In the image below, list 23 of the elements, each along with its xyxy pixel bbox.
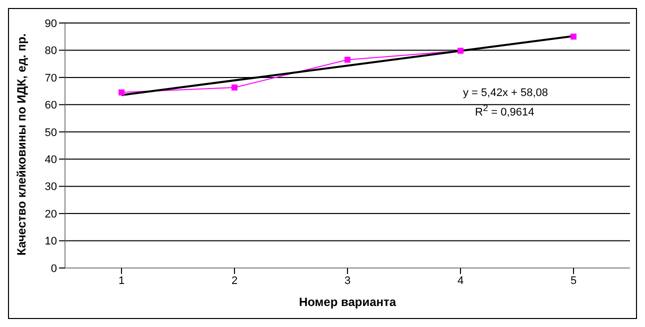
point — [458, 48, 464, 54]
point — [118, 89, 124, 96]
point — [232, 84, 238, 91]
y-tick-label: 70 — [44, 72, 57, 84]
annotation: y = 5,42x + 58,08 — [463, 87, 548, 99]
y-tick-label: 10 — [44, 236, 57, 248]
point — [344, 56, 350, 63]
x-tick-label: 2 — [231, 274, 238, 287]
y-tick-label: 50 — [44, 126, 57, 139]
x-tick-label: 5 — [570, 274, 577, 287]
y-tick-label: 80 — [44, 45, 57, 58]
x-tick-label: 3 — [344, 274, 351, 287]
x-tick-label: 1 — [118, 274, 125, 287]
y-tick-label: 40 — [44, 154, 57, 166]
y-tick-label: 0 — [50, 262, 57, 275]
y-tick-label: 30 — [44, 181, 57, 194]
y-tick-label: 60 — [44, 100, 57, 112]
y-tick-label: 90 — [44, 18, 57, 30]
y-axis-title: Качество клейковины по ИДК, ед. пр. — [14, 33, 28, 256]
x-axis-title: Номер варианта — [298, 295, 396, 309]
y-tick-label: 20 — [44, 208, 57, 220]
x-tick-label: 4 — [457, 274, 464, 287]
point — [570, 34, 576, 40]
